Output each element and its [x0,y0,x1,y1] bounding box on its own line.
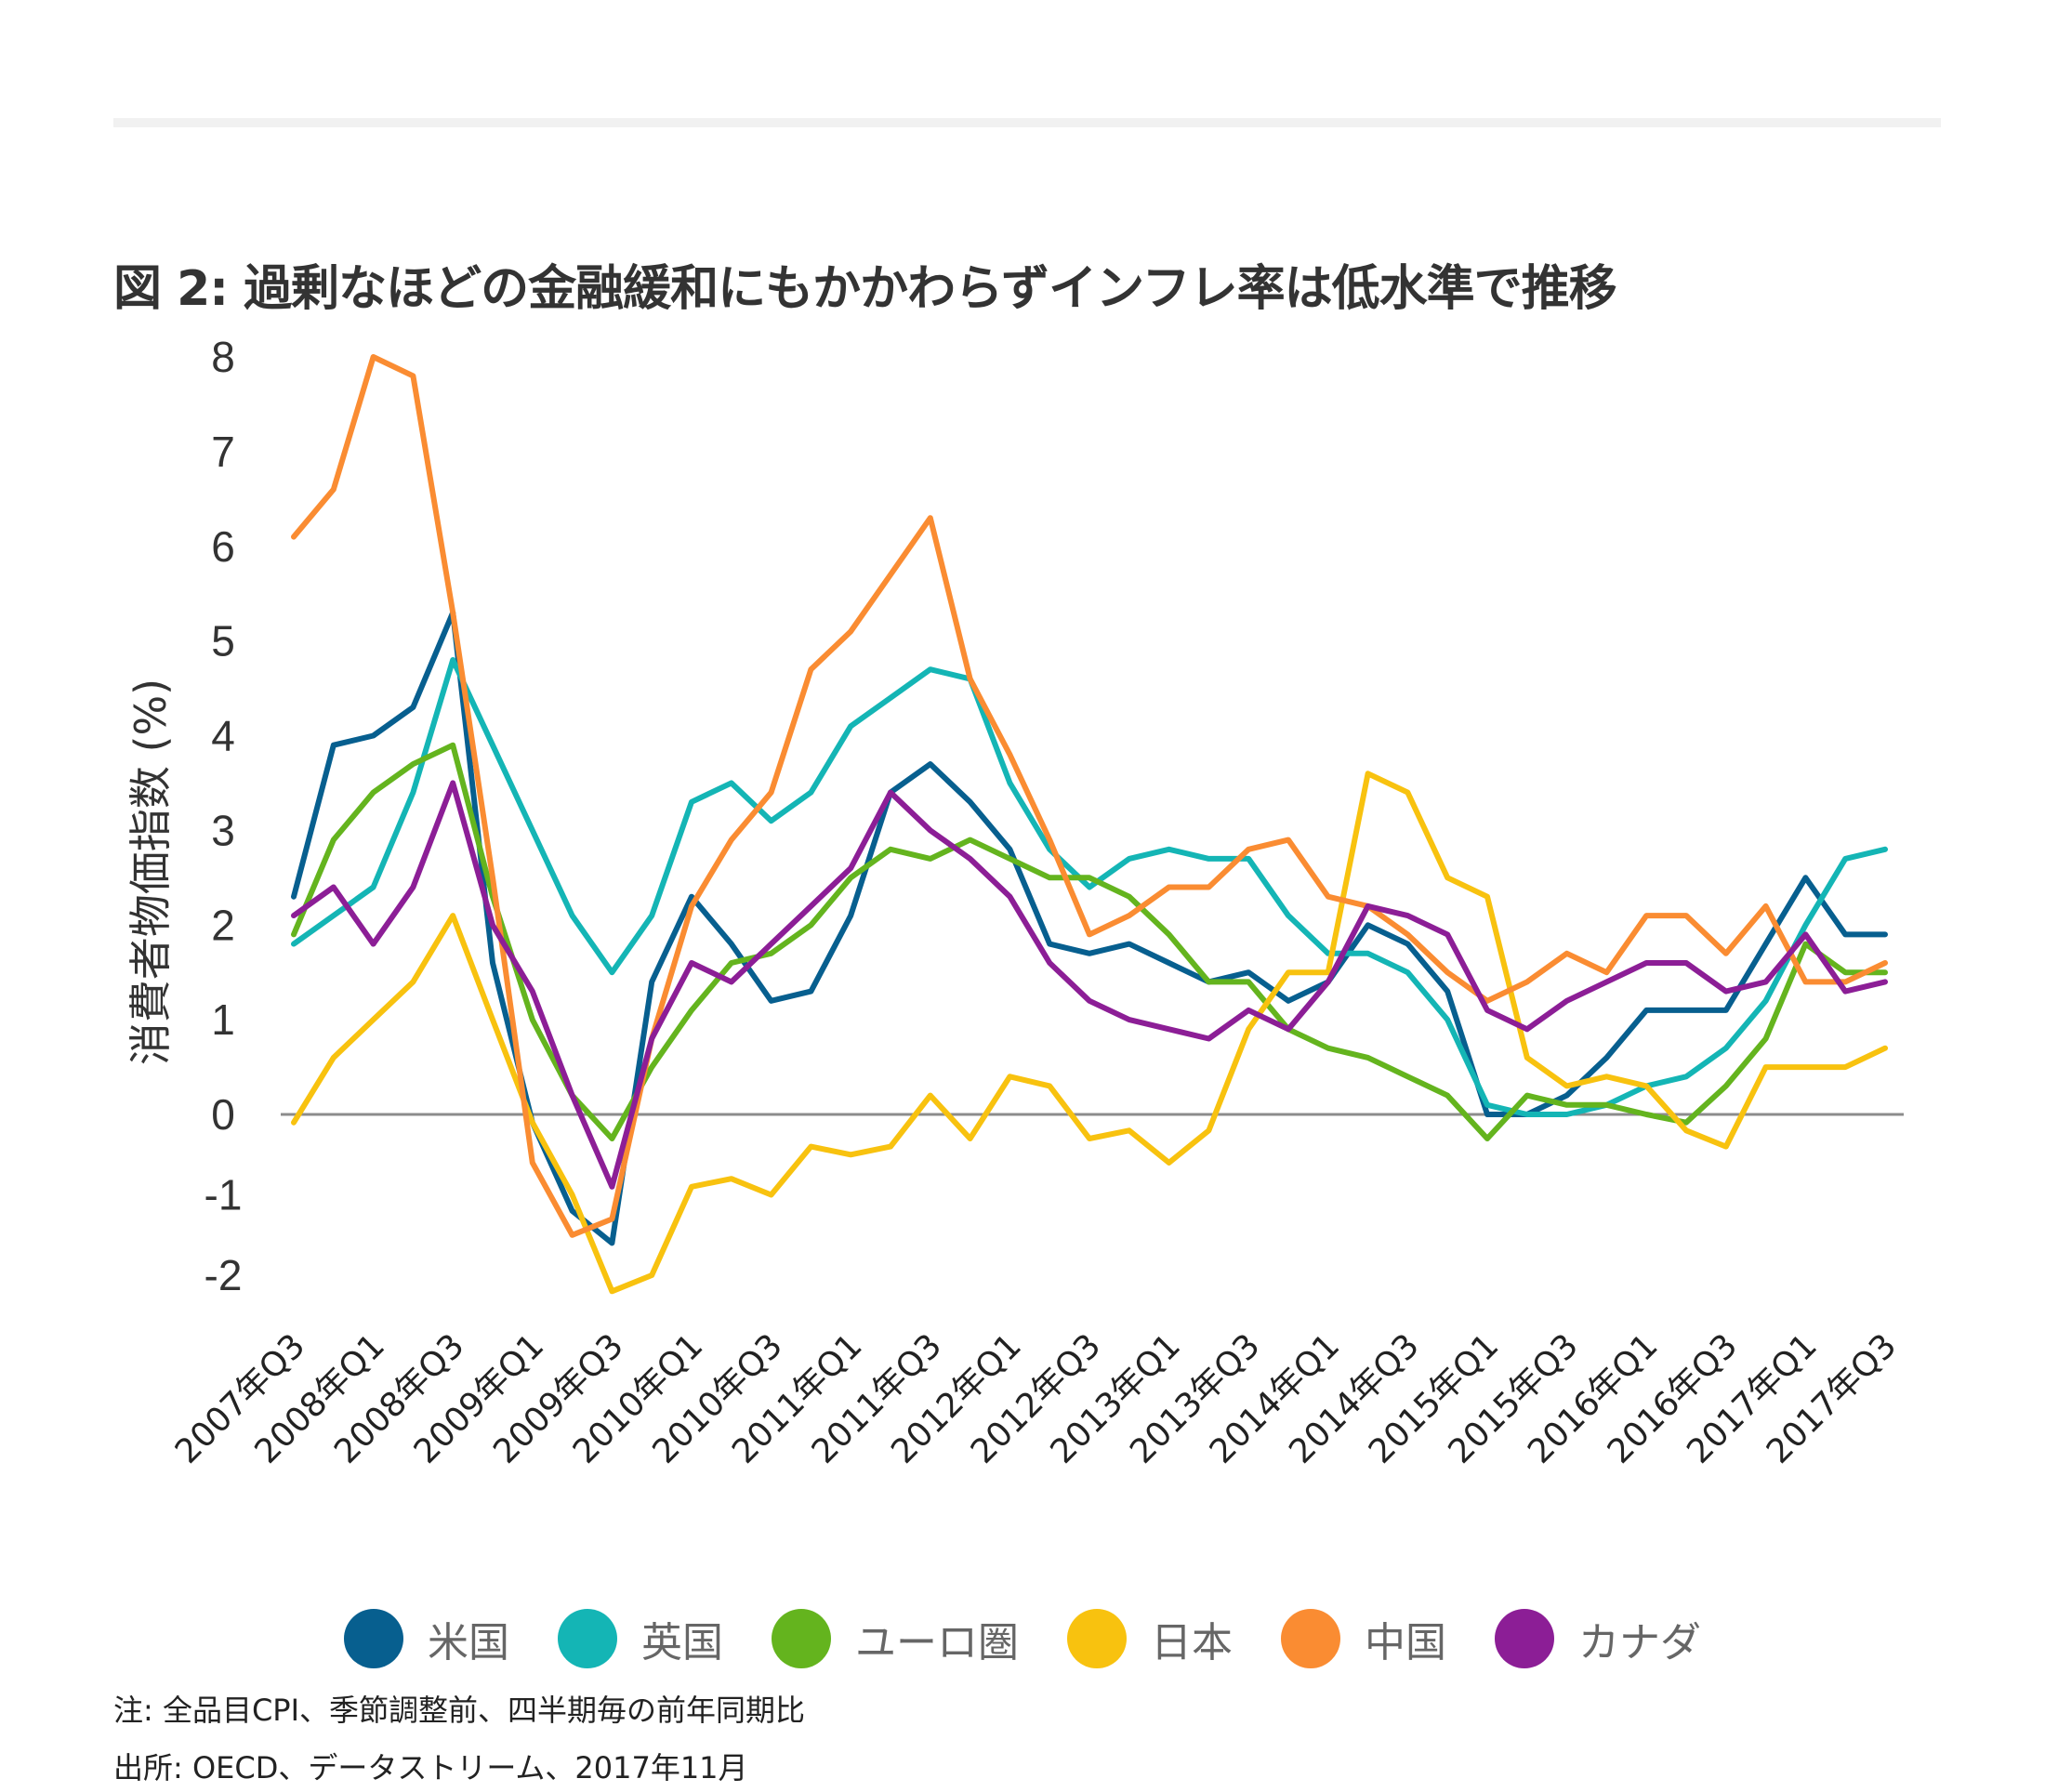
y-tick-label: 3 [211,806,235,854]
legend-label: カナダ [1578,1619,1701,1667]
legend-swatch [344,1609,403,1668]
legend-item: ユーロ圏 [772,1609,1019,1668]
x-axis-ticks: 2007年Q32008年Q12008年Q32009年Q12009年Q32010年… [168,1326,1904,1470]
series-line-ユーロ圏 [291,742,1888,1141]
legend-item: カナダ [1495,1609,1701,1668]
y-tick-label: -1 [204,1171,243,1219]
legend-item: 英国 [558,1609,723,1668]
legend-swatch [1281,1609,1340,1668]
legend-label: 英国 [641,1619,723,1667]
series-line-中国 [291,354,1888,1238]
legend-item: 米国 [344,1609,509,1668]
y-axis-label: 消費者物価指数 (%) [125,679,176,1065]
series-line-日本 [291,771,1888,1295]
y-tick-label: 1 [211,995,235,1044]
y-tick-label: 8 [211,333,235,381]
y-tick-label: 4 [211,712,235,760]
y-tick-label: 5 [211,617,235,665]
y-tick-label: 6 [211,522,235,571]
legend: 米国 英国 ユーロ圏 日本 中国 カナダ [0,1606,2045,1671]
y-tick-label: 0 [211,1090,235,1139]
chart-note: 注: 全品目CPI、季節調整前、四半期毎の前年同期比 [113,1693,806,1728]
legend-swatch [558,1609,617,1668]
y-tick-label: 7 [211,428,235,476]
series-line-カナダ [291,780,1888,1190]
legend-label: ユーロ圏 [855,1619,1019,1667]
series-lines [291,354,1888,1295]
legend-swatch [1067,1609,1127,1668]
y-axis-ticks: 8 7 6 5 4 3 2 1 0 -1 -2 [204,333,243,1299]
legend-swatch [1495,1609,1554,1668]
legend-swatch [772,1609,831,1668]
legend-label: 中国 [1365,1619,1446,1667]
y-tick-label: -2 [204,1251,243,1299]
top-divider [113,118,1941,127]
chart-title: 図 2: 過剰なほどの金融緩和にもかかわらずインフレ率は低水準で推移 [113,261,1617,317]
legend-label: 米国 [428,1619,509,1667]
series-line-米国 [291,610,1888,1246]
legend-item: 中国 [1281,1609,1446,1668]
chart-source: 出所: OECD、データストリーム、2017年11月 [113,1750,748,1785]
legend-item: 日本 [1067,1609,1233,1668]
y-tick-label: 2 [211,901,235,949]
legend-label: 日本 [1151,1619,1233,1667]
series-line-英国 [291,657,1888,1117]
